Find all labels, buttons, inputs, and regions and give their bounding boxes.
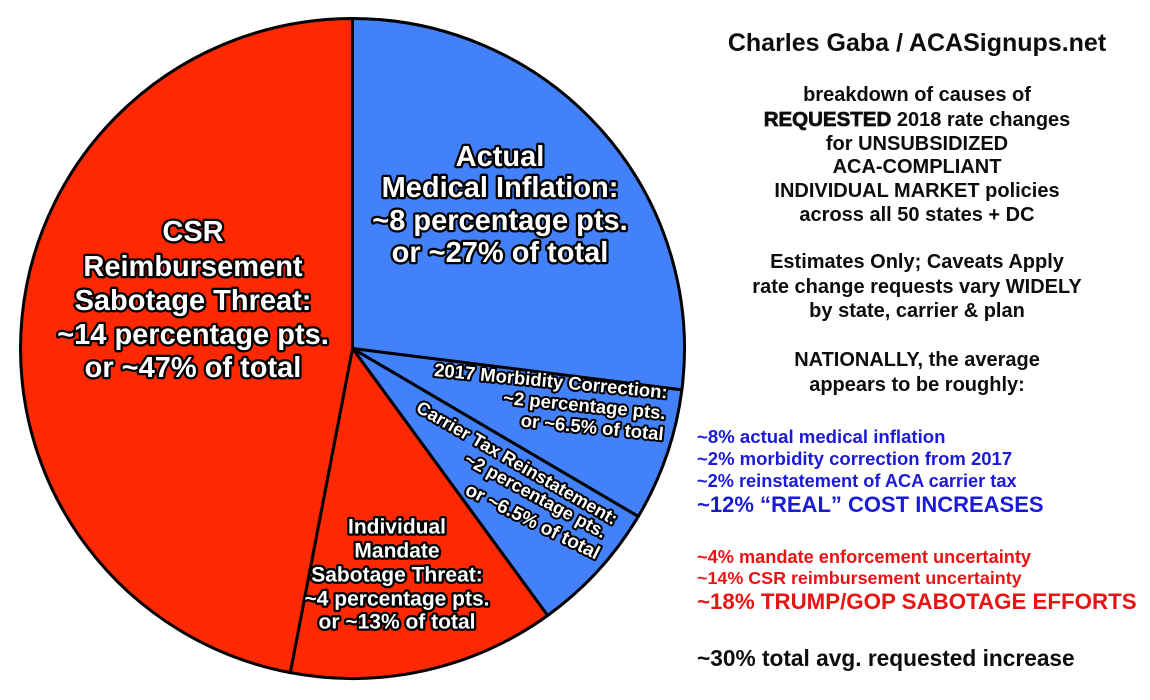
svg-text:or ~27% of total: or ~27% of total xyxy=(392,237,609,269)
svg-text:Medical Inflation:: Medical Inflation: xyxy=(382,172,619,204)
svg-text:CSR: CSR xyxy=(162,216,223,248)
svg-text:~4 percentage pts.: ~4 percentage pts. xyxy=(305,588,490,611)
svg-text:or ~47% of total: or ~47% of total xyxy=(85,352,302,384)
svg-text:or ~13% of total: or ~13% of total xyxy=(319,611,476,634)
svg-text:Individual: Individual xyxy=(348,516,446,539)
svg-text:Sabotage Threat:: Sabotage Threat: xyxy=(75,285,312,317)
svg-text:Reimbursement: Reimbursement xyxy=(83,251,303,283)
svg-text:Sabotage Threat:: Sabotage Threat: xyxy=(311,564,483,587)
svg-text:~14 percentage pts.: ~14 percentage pts. xyxy=(57,319,329,351)
svg-text:Actual: Actual xyxy=(456,141,545,173)
svg-text:Mandate: Mandate xyxy=(354,540,439,563)
svg-text:~8 percentage pts.: ~8 percentage pts. xyxy=(372,205,627,237)
